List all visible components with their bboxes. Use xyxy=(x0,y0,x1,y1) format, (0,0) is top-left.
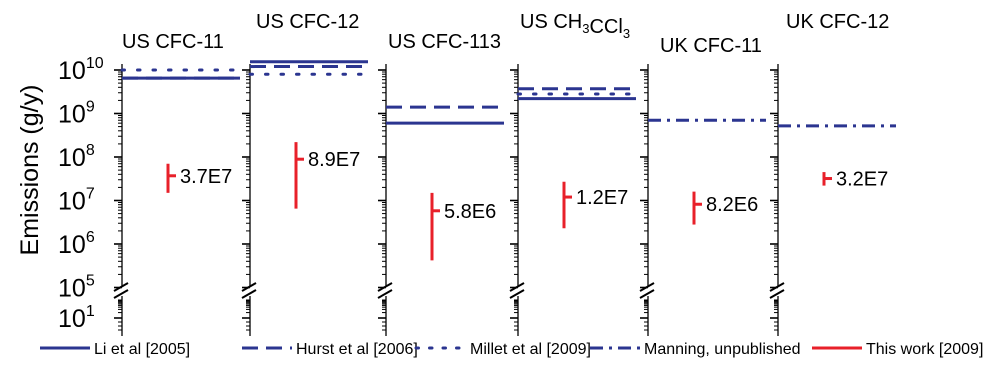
axis-break-mark xyxy=(113,289,129,299)
panel: US CFC-113 5.8E6 xyxy=(377,31,504,336)
axis-break-mark xyxy=(241,289,257,299)
y-tick-label: 101 xyxy=(58,303,95,333)
panel-title: US CH3CCl3 xyxy=(520,11,630,41)
y-tick-label: 105 xyxy=(58,273,95,303)
this-work-value-label: 1.2E7 xyxy=(576,187,628,209)
panel-title: US CFC-11 xyxy=(122,31,224,53)
this-work-value-label: 3.2E7 xyxy=(836,169,888,191)
this-work-value-label: 8.9E7 xyxy=(308,149,360,171)
panel-title: UK CFC-12 xyxy=(786,11,889,33)
y-tick-label: 107 xyxy=(58,186,95,216)
panel: UK CFC-11 8.2E6 xyxy=(639,35,766,336)
this-work-value-label: 3.7E7 xyxy=(180,166,232,188)
this-work-value-label: 8.2E6 xyxy=(706,194,758,216)
y-tick-label: 1010 xyxy=(58,55,104,85)
panel-title: US CFC-12 xyxy=(256,11,359,33)
legend-label-hurst: Hurst et al [2006] xyxy=(296,341,418,358)
axis-break-mark xyxy=(509,289,525,299)
panel: US CH3CCl3 1.2E7 xyxy=(509,11,638,336)
axis-break-mark xyxy=(377,289,393,299)
y-tick-label: 109 xyxy=(58,99,95,129)
legend-label-millet: Millet et al [2009] xyxy=(470,341,591,358)
panel-title: UK CFC-11 xyxy=(660,35,762,57)
y-axis-label: Emissions (g/y) xyxy=(16,85,44,256)
legend-label-li: Li et al [2005] xyxy=(94,341,190,358)
axis-break-mark xyxy=(639,289,655,299)
panel-title: US CFC-113 xyxy=(388,31,501,53)
y-tick-label: 106 xyxy=(58,229,95,259)
panel: UK CFC-12 3.2E7 xyxy=(769,11,896,336)
legend-label-this_work: This work [2009] xyxy=(866,341,983,358)
panel: US CFC-11 3.7E7 xyxy=(113,31,242,336)
this-work-value-label: 5.8E6 xyxy=(444,201,496,223)
y-tick-label: 108 xyxy=(58,142,95,172)
axis-break-mark xyxy=(769,289,785,299)
legend-label-manning: Manning, unpublished xyxy=(644,341,801,358)
legend: Li et al [2005] Hurst et al [2006] Millet … xyxy=(40,341,983,358)
panel: US CFC-12 8.9E7 xyxy=(241,11,370,336)
